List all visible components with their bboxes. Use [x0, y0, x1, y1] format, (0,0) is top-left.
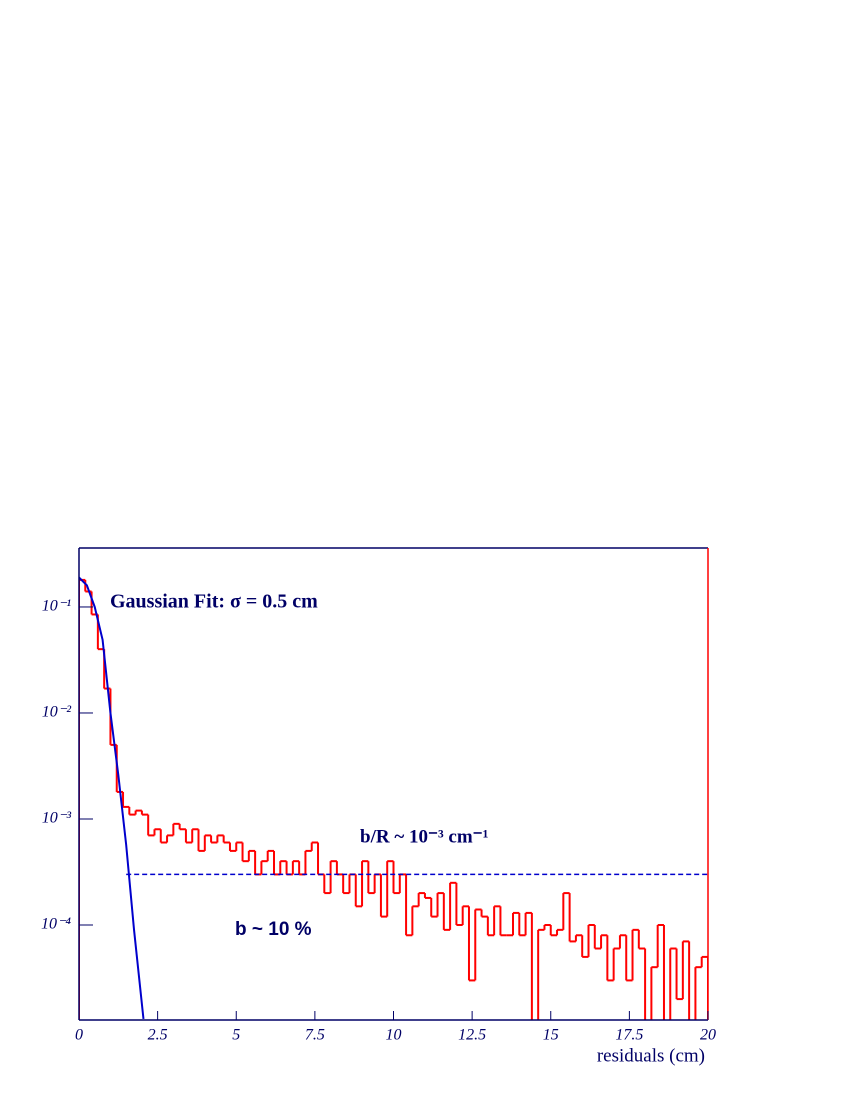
x-tick-label: 7.5 [305, 1027, 325, 1044]
x-tick-label: 2.5 [148, 1027, 168, 1044]
plot-area [79, 576, 708, 1020]
x-tick-label: 10 [386, 1027, 402, 1044]
x-tick-label: 15 [543, 1027, 559, 1044]
annotation: b/R ~ 10⁻³ cm⁻¹ [360, 826, 488, 847]
y-tick-label: 10⁻⁴ [41, 916, 71, 933]
x-tick-label: 5 [232, 1027, 240, 1044]
x-tick-label: 12.5 [458, 1027, 486, 1044]
x-tick-label: 20 [700, 1027, 716, 1044]
fit-curve [79, 576, 145, 1020]
y-tick-label: 10⁻² [42, 704, 72, 721]
y-tick-label: 10⁻³ [42, 810, 71, 827]
annotation: b ~ 10 % [235, 919, 312, 940]
x-axis-label: residuals (cm) [597, 1045, 705, 1066]
y-tick-label: 10⁻¹ [42, 598, 71, 615]
x-tick-label: 17.5 [615, 1027, 643, 1044]
x-tick-label: 0 [75, 1027, 83, 1044]
chart-title: Gaussian Fit: σ = 0.5 cm [110, 591, 318, 613]
